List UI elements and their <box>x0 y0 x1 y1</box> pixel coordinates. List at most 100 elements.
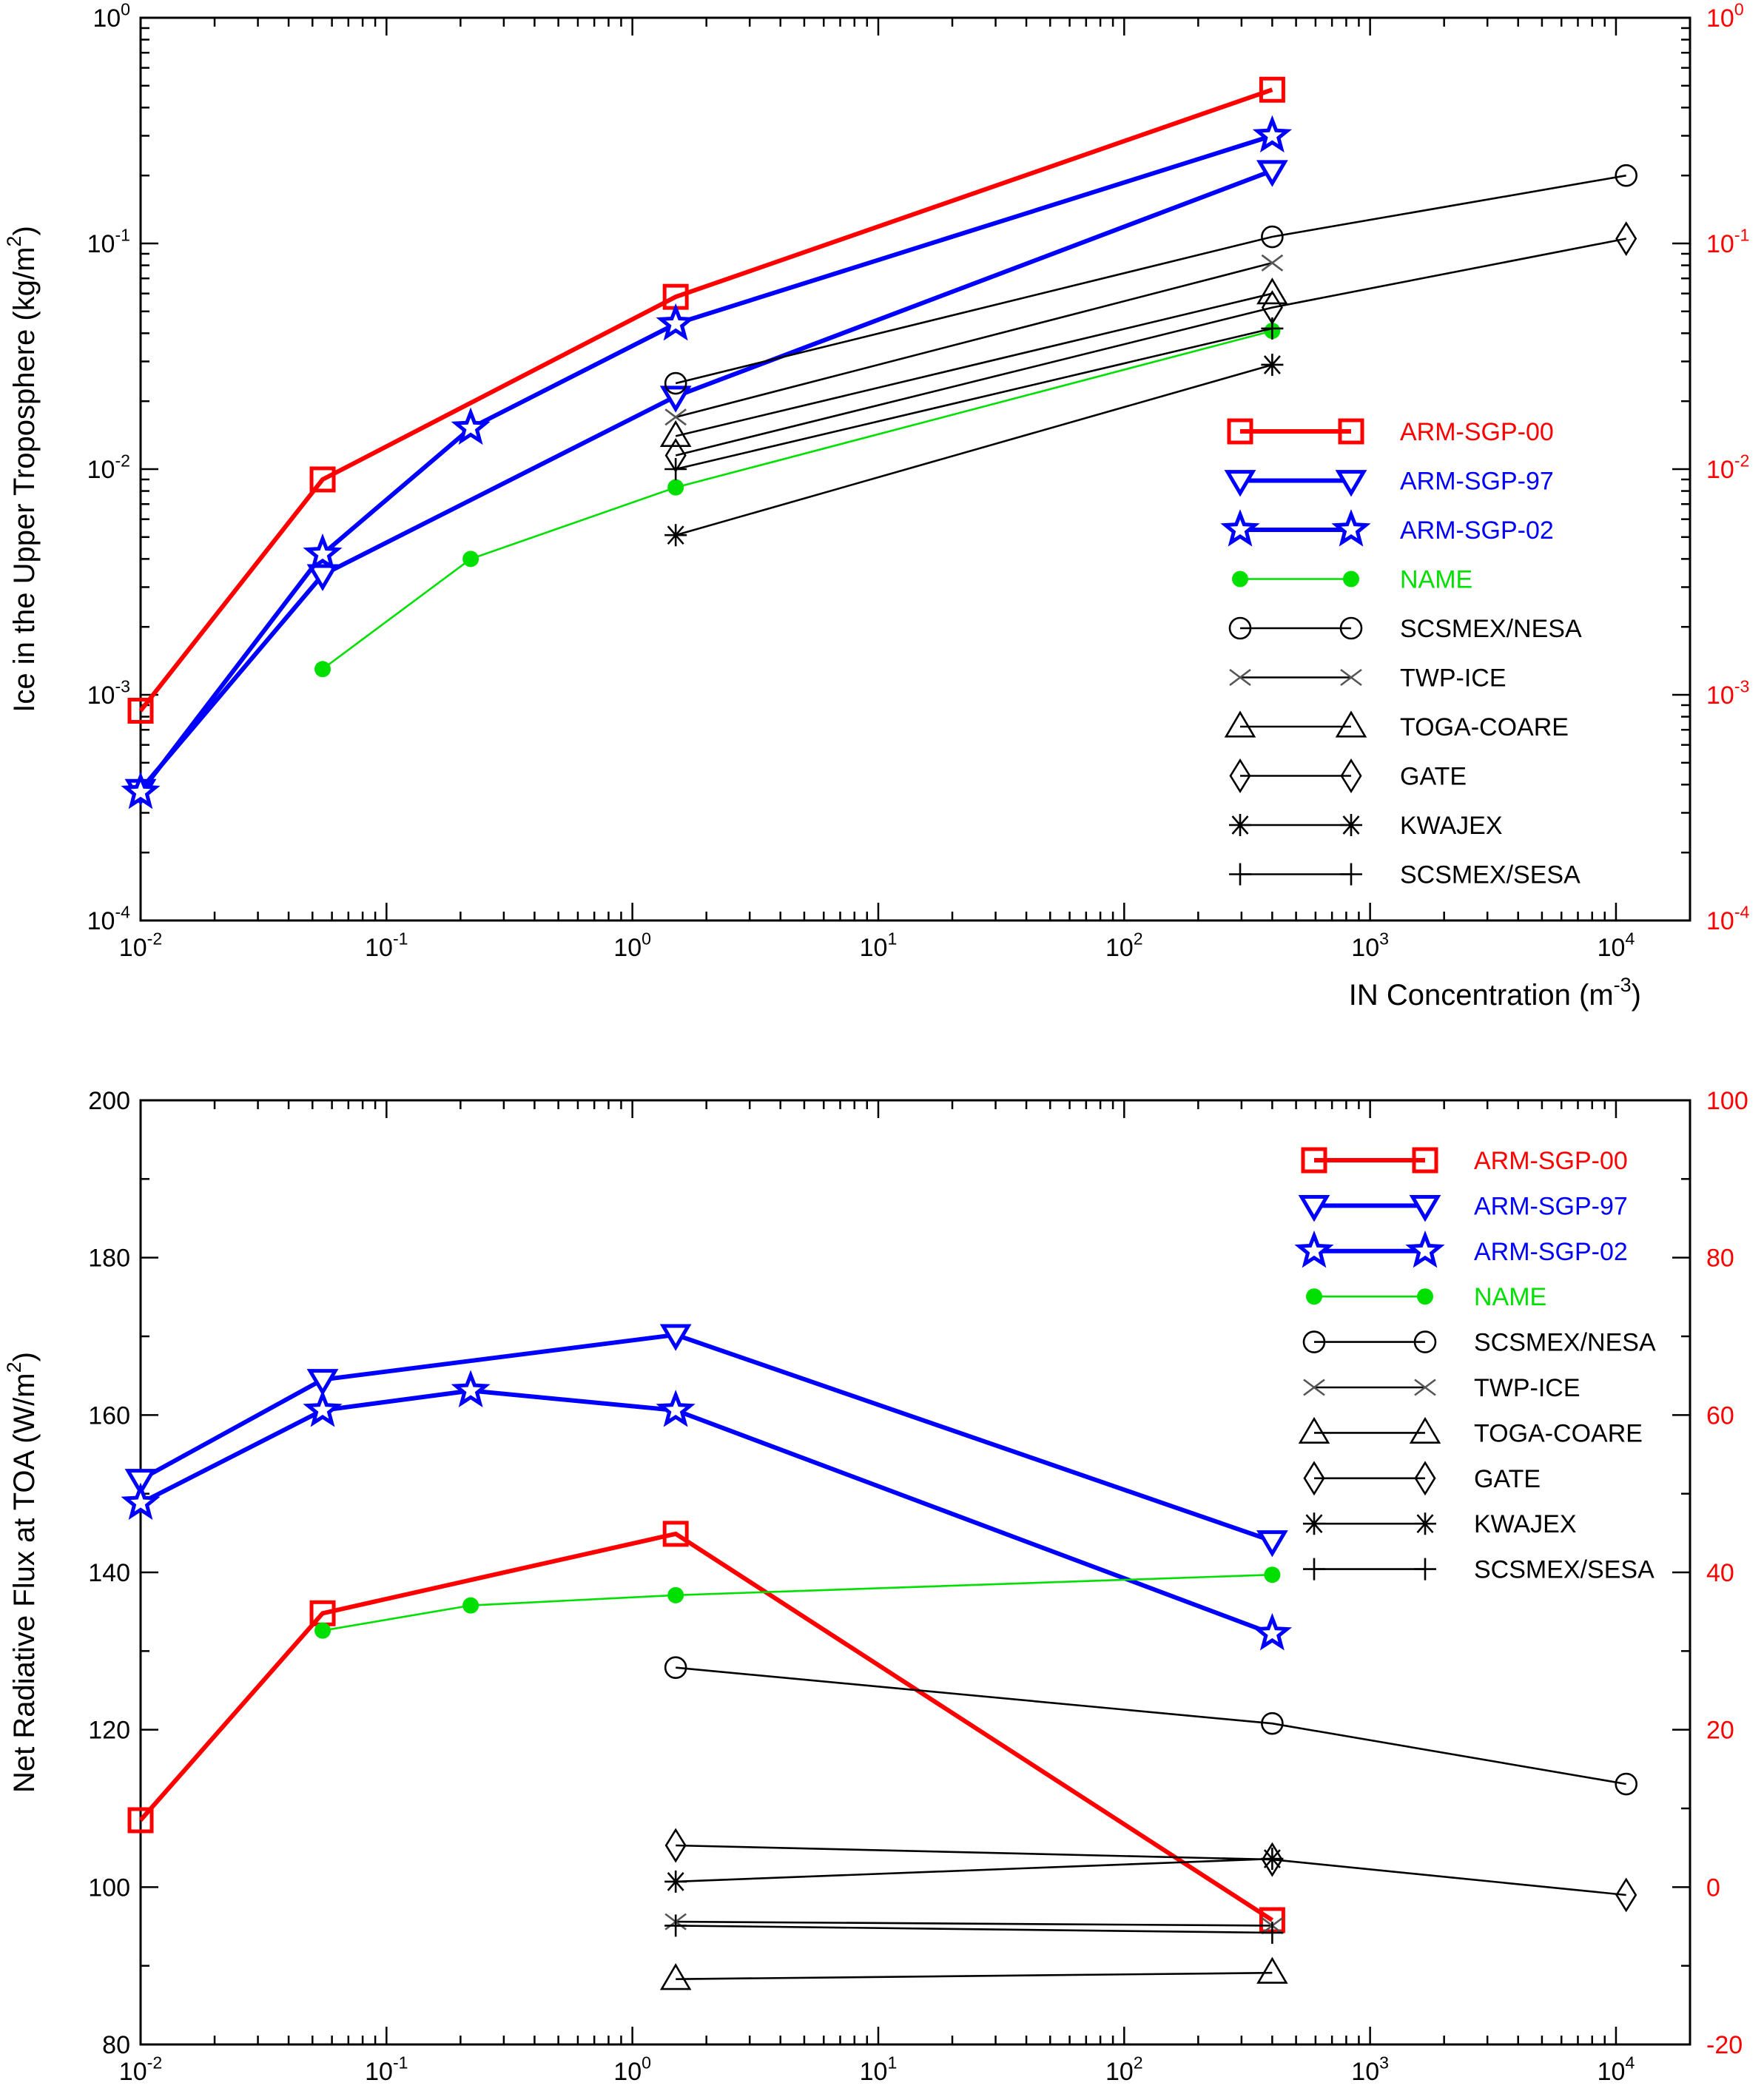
series-arm-sgp-97 <box>124 160 1288 807</box>
legend-entry: GATE <box>1303 1461 1541 1496</box>
legend-entry: GATE <box>1229 758 1467 793</box>
x-tick-label: 100 <box>613 2053 651 2086</box>
y-tick-label-base: 10 <box>87 230 115 258</box>
x-tick-label-base: 10 <box>860 2058 888 2086</box>
y-tick-label-exp: -4 <box>115 903 130 922</box>
y2-tick-label: 10-2 <box>1706 451 1749 484</box>
x-tick-label: 104 <box>1598 2053 1635 2086</box>
data-point <box>1264 1566 1281 1583</box>
data-point <box>656 303 696 341</box>
y2-tick-label-base: 10 <box>1706 4 1734 33</box>
legend-marker <box>1298 1195 1330 1222</box>
y-tick-label-base: 10 <box>87 681 115 710</box>
y2-tick-label: 100 <box>1706 0 1744 33</box>
legend-entry: ARM-SGP-00 <box>1301 1147 1628 1175</box>
data-point <box>1615 1772 1638 1796</box>
data-point <box>1615 164 1638 187</box>
y2-tick-label: 100 <box>1706 1087 1748 1115</box>
data-point <box>1256 1530 1288 1558</box>
legend-marker <box>1303 1379 1325 1396</box>
y-tick-label-exp: 0 <box>121 0 130 19</box>
legend-label: TWP-ICE <box>1400 664 1507 693</box>
series-line <box>675 327 1273 471</box>
y-tick-label: 10-3 <box>87 677 130 710</box>
series-arm-sgp-97 <box>124 1324 1288 1558</box>
x-tick-label-exp: 2 <box>1134 929 1143 949</box>
y-tick-label: 10-4 <box>87 903 131 935</box>
x-tick-label: 103 <box>1351 929 1389 962</box>
data-point <box>1261 1922 1284 1945</box>
data-point <box>1615 221 1637 257</box>
legend-marker <box>1340 668 1362 687</box>
series-line <box>138 168 1273 792</box>
y-tick-label: 160 <box>88 1401 130 1430</box>
data-point <box>656 1390 696 1427</box>
series-arm-sgp-02 <box>121 115 1293 809</box>
data-point <box>1256 160 1288 187</box>
legend-marker <box>1338 418 1364 445</box>
legend-marker <box>1339 616 1363 640</box>
legend-marker <box>1303 1512 1325 1535</box>
legend-marker <box>1303 1558 1325 1581</box>
series-line <box>138 87 1273 713</box>
y-axis-label-close: ) <box>8 226 41 235</box>
x-tick-label: 104 <box>1598 929 1635 962</box>
data-point <box>1259 76 1285 103</box>
y2-tick-label: -20 <box>1706 2031 1743 2059</box>
y2-tick-label: 10-4 <box>1706 903 1750 935</box>
legend-marker <box>1224 470 1256 497</box>
y2-tick-label: 80 <box>1706 1245 1734 1273</box>
series-arm-sgp-00 <box>127 76 1285 724</box>
data-point <box>1252 1612 1293 1651</box>
x-tick-label-exp: -1 <box>393 929 408 949</box>
x-tick-label: 10-1 <box>365 2053 408 2086</box>
series-name <box>314 323 1281 678</box>
ice-chart-panel: 10-2 10-1 100 101 102 103 10410010-110-210-310… <box>3 0 1750 1012</box>
plot-frame <box>139 1099 1691 2046</box>
legend-marker <box>1412 1147 1438 1174</box>
series-arm-sgp-02 <box>121 1370 1293 1651</box>
x-tick-label-exp: 4 <box>1625 929 1635 949</box>
legend-label: SCSMEX/NESA <box>1400 615 1582 643</box>
y-tick-label-base: 10 <box>92 4 121 33</box>
legend-entry: SCSMEX/NESA <box>1228 615 1582 643</box>
data-point <box>664 1914 687 1937</box>
data-point <box>1261 1711 1284 1735</box>
y-tick-label: 200 <box>88 1087 130 1115</box>
y-tick-label-exp: -2 <box>115 451 130 471</box>
legend-marker <box>1414 1379 1436 1396</box>
legend-label: GATE <box>1400 763 1467 791</box>
data-point <box>1256 1956 1288 1984</box>
x-tick-label-base: 10 <box>1351 2058 1379 2086</box>
series-arm-sgp-00 <box>127 1521 1285 1933</box>
legend-entry: TOGA-COARE <box>1224 710 1569 741</box>
data-point <box>664 524 687 547</box>
x-axis-label-close: ) <box>1632 979 1641 1012</box>
legend-entry: NAME <box>1232 566 1472 594</box>
legend-label: ARM-SGP-00 <box>1400 418 1554 446</box>
legend-entry: KWAJEX <box>1229 812 1503 840</box>
legend-marker <box>1229 814 1251 836</box>
x-tick-label-base: 10 <box>1351 934 1379 962</box>
data-point <box>664 1870 687 1893</box>
data-point <box>1261 317 1284 340</box>
series-line <box>138 1531 1274 1922</box>
x-axis-label-exp: -3 <box>1614 974 1632 996</box>
series-line <box>675 363 1273 536</box>
x-tick-label-base: 10 <box>1105 934 1134 962</box>
legend-label: KWAJEX <box>1400 812 1503 840</box>
y-axis-label: Ice in the Upper Troposphere (kg/m2) <box>3 226 41 713</box>
x-tick-label-base: 10 <box>860 934 888 962</box>
series-scsmex-sesa <box>664 317 1284 480</box>
data-point <box>667 1586 684 1603</box>
series-line <box>675 174 1626 385</box>
x-tick-label: 101 <box>860 929 898 962</box>
legend-label: SCSMEX/SESA <box>1400 861 1580 889</box>
data-point <box>124 1469 157 1496</box>
x-tick-label-base: 10 <box>1105 2058 1134 2086</box>
data-point <box>1256 277 1288 305</box>
legend-label: TOGA-COARE <box>1474 1419 1643 1447</box>
legend-marker <box>1409 1416 1441 1444</box>
legend-label: ARM-SGP-97 <box>1400 468 1554 496</box>
legend-marker <box>1232 570 1248 588</box>
